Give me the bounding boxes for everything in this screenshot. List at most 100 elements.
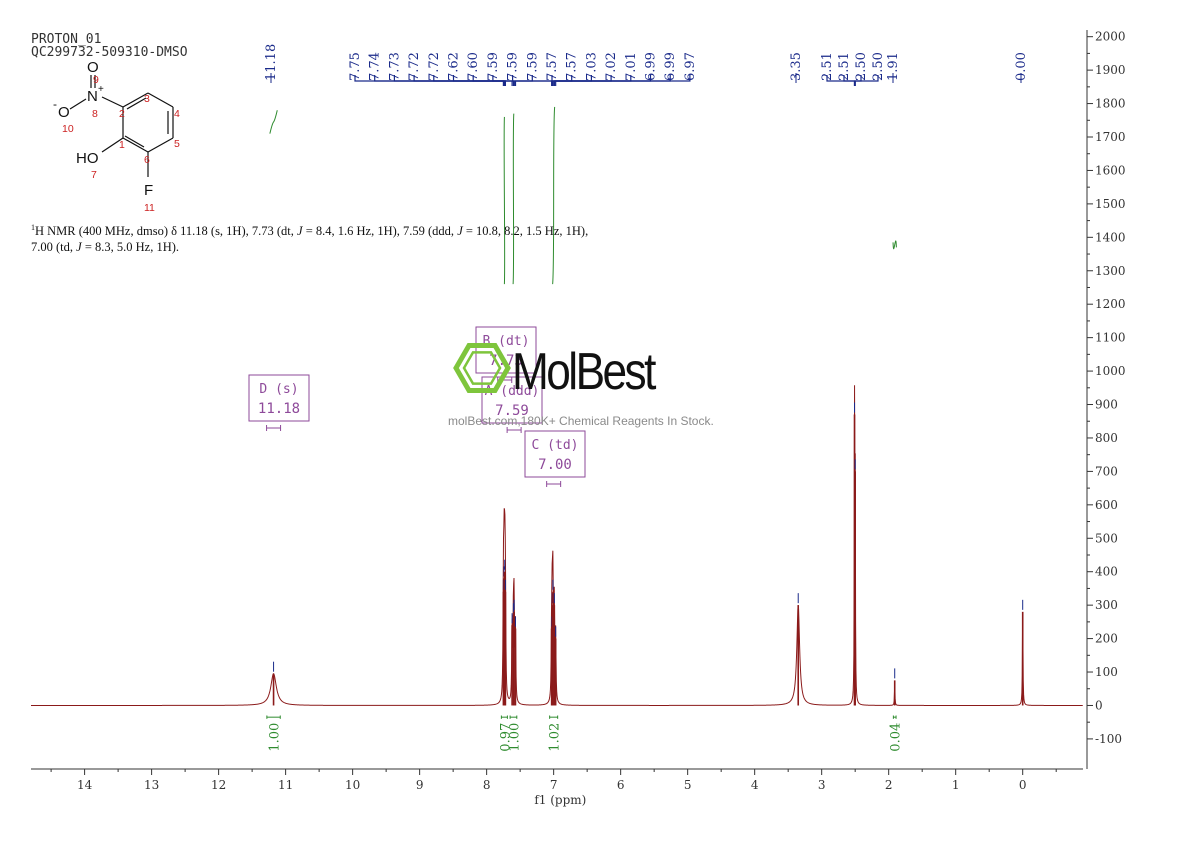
x-tick-label: 8 <box>483 778 491 792</box>
peak-label: 7.62 <box>447 52 462 81</box>
sample-id: QC299732-509310-DMSO <box>31 45 188 60</box>
integral-curve <box>503 116 506 285</box>
nmr-description: 1H NMR (400 MHz, dmso) δ 11.18 (s, 1H), … <box>31 223 589 255</box>
peak-label: 7.72 <box>427 52 442 81</box>
peak-label: 3.35 <box>789 52 804 81</box>
multiplet-label: C (td) <box>532 438 579 453</box>
multiplet-box <box>248 374 310 422</box>
integral-value: 1.00 <box>507 723 522 752</box>
y-tick-label: 100 <box>1095 665 1118 679</box>
molecule-structure: O N + O - HO F 9 8 10 7 11 2 3 4 5 6 1 <box>53 59 180 214</box>
y-tick-label: 1900 <box>1095 63 1126 77</box>
atom-f11: F <box>144 182 153 199</box>
atom-o9: O <box>87 59 99 76</box>
y-tick-label: 900 <box>1095 398 1118 412</box>
logo-hexagon-inner <box>462 351 502 385</box>
y-tick-label: 800 <box>1095 431 1118 445</box>
peak-label: 6.97 <box>683 52 698 81</box>
y-tick-label: 1700 <box>1095 130 1126 144</box>
y-tick-label: 1600 <box>1095 163 1126 177</box>
peak-leader <box>854 75 879 86</box>
y-tick-label: 1400 <box>1095 230 1126 244</box>
x-tick-label: 13 <box>144 778 159 792</box>
multiplet-value: 7.59 <box>495 403 529 419</box>
atom-ho7: HO <box>76 150 99 167</box>
peak-label: 7.72 <box>407 52 422 81</box>
y-tick-label: 2000 <box>1095 30 1126 44</box>
x-tick-label: 4 <box>751 778 759 792</box>
x-tick-label: 6 <box>617 778 625 792</box>
integral-curve <box>512 113 515 285</box>
y-tick-label: 300 <box>1095 598 1118 612</box>
multiplet-label: D (s) <box>259 382 298 397</box>
integral-value: 1.02 <box>548 723 563 752</box>
multiplet-box <box>524 430 586 478</box>
peak-label: 7.57 <box>565 52 580 81</box>
watermark-tagline: molBest.com,180K+ Chemical Reagents In S… <box>448 414 714 428</box>
y-axis: -100 0 100 200 300 400 500 600 700 800 900 1000 1100… <box>1086 30 1126 769</box>
svg-text:+: + <box>98 84 104 95</box>
x-tick-label: 11 <box>278 778 293 792</box>
integral-curve <box>892 240 897 250</box>
y-tick-label: 1000 <box>1095 364 1126 378</box>
y-tick-label: 600 <box>1095 498 1118 512</box>
multiplet-box <box>481 376 543 424</box>
x-tick-label: 3 <box>818 778 826 792</box>
integral-value: 0.97 <box>498 723 513 752</box>
svg-text:-: - <box>53 97 57 111</box>
y-tick-label: 1200 <box>1095 297 1126 311</box>
svg-text:1: 1 <box>119 139 125 151</box>
experiment-name: PROTON_01 <box>31 32 102 47</box>
integral-curve <box>552 106 556 285</box>
peak-label: 7.74 <box>368 52 383 81</box>
peak-label: 2.50 <box>871 52 886 81</box>
watermark-name: MolBest <box>512 343 656 401</box>
x-axis: 14 13 12 11 10 9 8 7 6 5 4 3 2 1 0f1 (ppm) <box>31 768 1083 807</box>
peak-label: 11.18 <box>264 44 279 81</box>
x-tick-label: 5 <box>684 778 692 792</box>
integral-curve <box>269 110 278 134</box>
y-tick-label: 1300 <box>1095 264 1126 278</box>
peak-label: 7.02 <box>604 52 619 81</box>
svg-text:6: 6 <box>144 154 150 166</box>
x-tick-label: 10 <box>345 778 360 792</box>
integral-value: 0.04 <box>889 723 904 752</box>
peak-leader <box>555 75 691 86</box>
atom-o10: O <box>58 104 70 121</box>
peak-label: 7.59 <box>525 52 540 81</box>
y-tick-label: 1100 <box>1095 331 1126 345</box>
svg-text:8: 8 <box>92 108 98 120</box>
svg-text:4: 4 <box>174 108 180 120</box>
y-tick-label: -100 <box>1095 732 1122 746</box>
x-tick-label: 2 <box>885 778 893 792</box>
svg-text:10: 10 <box>62 123 74 135</box>
y-tick-label: 500 <box>1095 531 1118 545</box>
peak-label: 7.59 <box>486 52 501 81</box>
y-tick-label: 1500 <box>1095 197 1126 211</box>
x-tick-label: 1 <box>952 778 960 792</box>
y-tick-label: 0 <box>1095 698 1103 712</box>
svg-text:2: 2 <box>119 108 125 120</box>
peak-label: 2.50 <box>854 52 869 81</box>
svg-text:9: 9 <box>93 74 99 86</box>
svg-text:3: 3 <box>144 93 150 105</box>
x-axis-label: f1 (ppm) <box>534 793 586 807</box>
logo-hexagon-outer <box>453 343 511 393</box>
peak-leader <box>843 75 856 86</box>
atom-n8: N <box>87 88 98 105</box>
multiplet-value: 7.00 <box>538 457 572 473</box>
peak-label: 7.60 <box>466 52 481 81</box>
x-tick-label: 12 <box>211 778 226 792</box>
svg-text:5: 5 <box>174 138 180 150</box>
integral-value: 1.00 <box>268 723 283 752</box>
peak-label: 1.91 <box>886 52 901 81</box>
peak-label: 7.01 <box>624 52 639 81</box>
svg-text:7: 7 <box>91 169 97 181</box>
x-tick-label: 14 <box>77 778 93 792</box>
peak-leader <box>514 75 573 86</box>
peak-label: 2.51 <box>820 52 835 81</box>
x-tick-label: 7 <box>550 778 558 792</box>
peak-label: 7.75 <box>348 52 363 81</box>
y-tick-label: 400 <box>1095 565 1118 579</box>
